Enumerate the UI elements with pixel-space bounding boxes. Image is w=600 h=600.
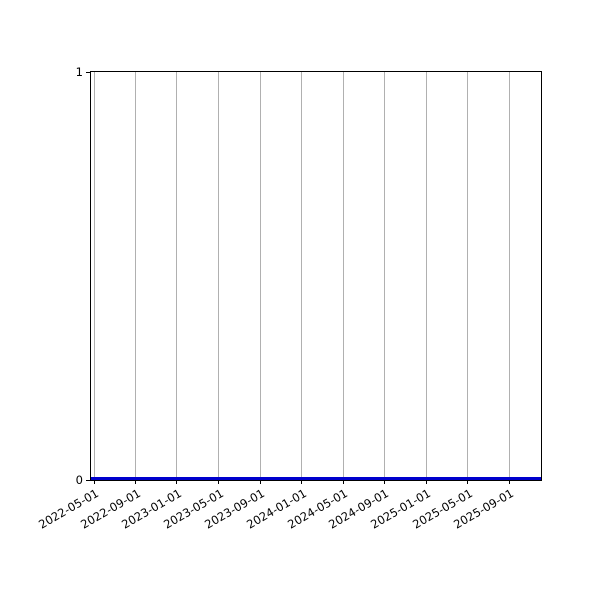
plot-area: 2022-05-01 2022-09-01 2023-01-01 2023-05-01… — [36, 65, 542, 532]
x-gridline — [176, 72, 178, 480]
x-tick-mark — [425, 480, 427, 484]
x-tick-mark — [301, 480, 302, 484]
x-gridline — [383, 72, 385, 480]
x-tick-mark — [342, 480, 344, 484]
y-tick-mark — [86, 479, 91, 481]
x-gridline — [259, 72, 261, 480]
x-gridline — [301, 72, 302, 480]
x-tick-mark — [508, 480, 510, 484]
x-tick-mark — [218, 480, 219, 484]
x-tick-mark — [259, 480, 261, 484]
x-tick-mark — [176, 480, 178, 484]
y-tick-mark — [86, 71, 91, 73]
x-gridline — [135, 72, 136, 480]
x-gridline — [508, 72, 510, 480]
y-tick-label: 1 — [75, 65, 83, 79]
x-tick-mark — [135, 480, 136, 484]
x-gridline — [425, 72, 427, 480]
x-tick-mark — [383, 480, 385, 484]
x-gridline — [218, 72, 219, 480]
x-tick-mark — [93, 480, 95, 484]
x-tick-mark — [467, 480, 468, 484]
y-tick-label: 0 — [75, 473, 83, 487]
series-line — [91, 477, 541, 480]
x-gridline — [467, 72, 468, 480]
x-gridline — [93, 72, 95, 480]
x-gridline — [342, 72, 344, 480]
